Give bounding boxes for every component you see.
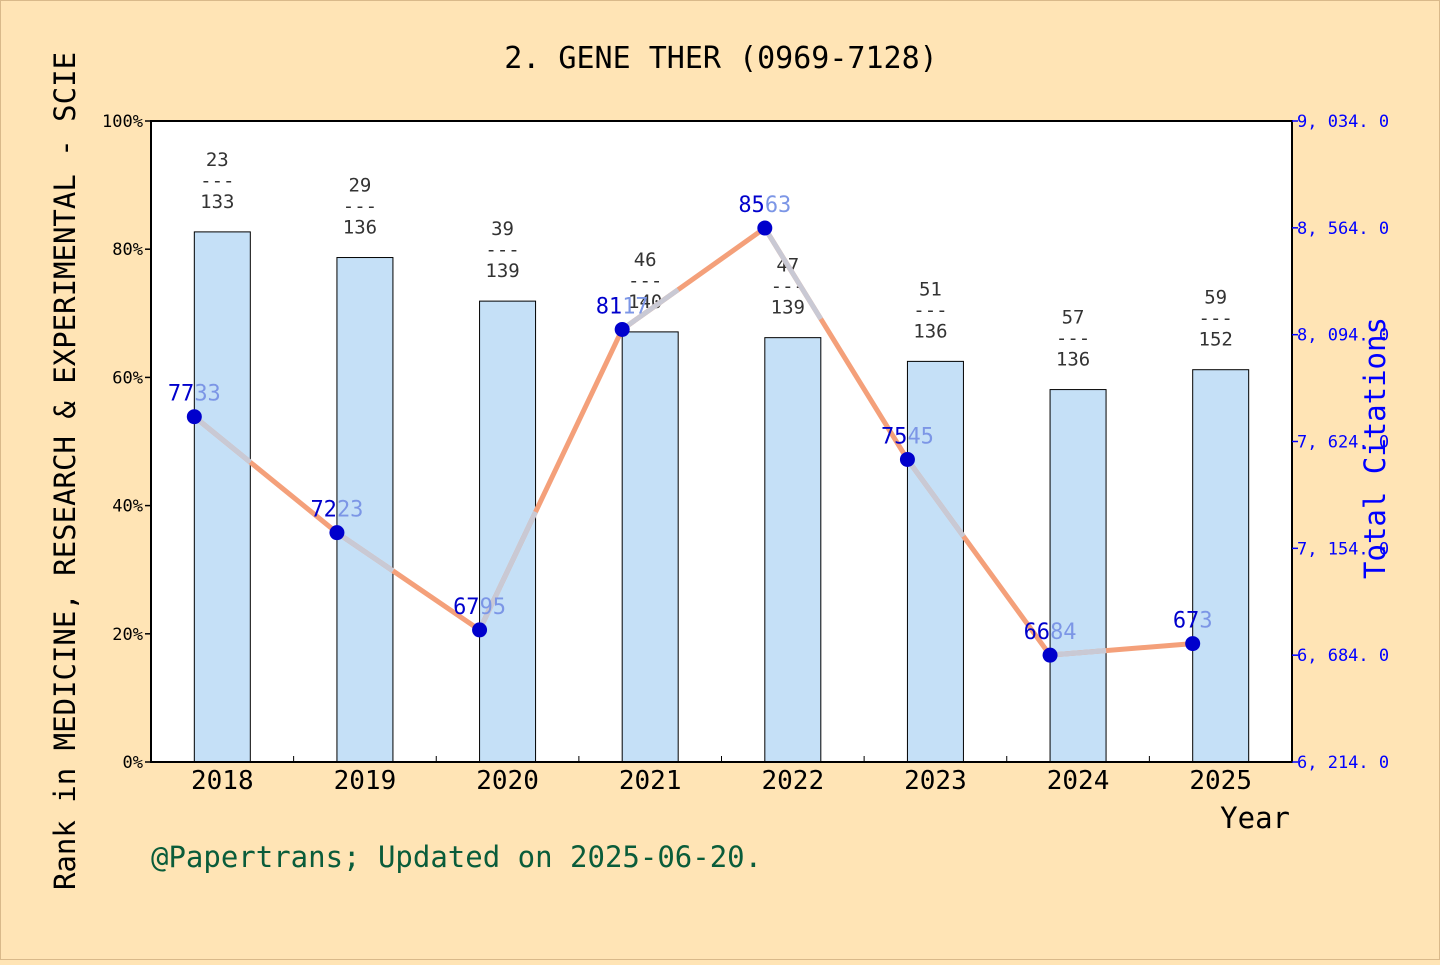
bar-rank-label: 51 (919, 278, 942, 300)
citation-label: 7223 (310, 498, 363, 523)
citation-line-overlap (762, 226, 823, 321)
x-tick-label: 2019 (334, 766, 397, 796)
y-left-tick-label: 20% (112, 625, 143, 645)
y-left-tick-label: 0% (123, 753, 143, 773)
y-right-tick-label: 7, 154. 0 (1297, 539, 1389, 559)
bar-rank-label: 29 (348, 175, 371, 197)
x-tick-label: 2023 (904, 766, 967, 796)
citation-point-2019 (329, 525, 345, 541)
citation-line-overlap (905, 457, 966, 538)
x-tick-label: 2025 (1189, 766, 1252, 796)
bar-rank-label: 46 (634, 249, 657, 271)
plot-area (151, 121, 1292, 762)
y-right-tick-label: 6, 214. 0 (1297, 753, 1389, 773)
bar-total-label: 136 (1056, 349, 1090, 371)
x-tick-label: 2022 (762, 766, 825, 796)
y-axis-right-label: Total Citations (1358, 317, 1392, 579)
x-axis-label: Year (1220, 801, 1290, 835)
bar-2019 (336, 257, 394, 763)
citation-label: 7733 (168, 382, 221, 407)
citation-label: 673 (1173, 609, 1213, 634)
citation-point-2023 (899, 451, 915, 467)
bar-rank-separator: --- (628, 270, 662, 292)
y-left-tick-label: 40% (112, 497, 143, 517)
y-right-tick-label: 9, 034. 0 (1297, 112, 1389, 132)
bar-total-label: 136 (913, 320, 947, 342)
x-tick-label: 2020 (476, 766, 539, 796)
bar-rank-separator: --- (1199, 308, 1233, 330)
bar-rank-separator: --- (1056, 328, 1090, 350)
citation-label: 8117 (596, 294, 649, 319)
citation-label: 6795 (453, 595, 506, 620)
y-left-tick-label: 60% (112, 368, 143, 388)
citation-point-2018 (186, 409, 202, 425)
bar-rank-separator: --- (200, 170, 234, 192)
bar-rank-label: 57 (1062, 307, 1085, 329)
bar-rank-label: 59 (1204, 287, 1227, 309)
citation-line-overlap (1049, 648, 1107, 658)
bar-2023 (906, 360, 964, 763)
bar-2024 (1049, 389, 1107, 763)
chart-title: 2. GENE THER (0969-7128) (504, 41, 937, 76)
y-right-tick-label: 8, 564. 0 (1297, 219, 1389, 239)
bar-total-label: 139 (771, 297, 805, 319)
bar-rank-separator: --- (913, 299, 947, 321)
bar-rank-separator: --- (485, 239, 519, 261)
citation-label: 6684 (1024, 620, 1077, 645)
citation-point-2024 (1042, 647, 1058, 663)
bar-2022 (764, 337, 822, 763)
bar-2025 (1192, 369, 1250, 763)
bar-2018 (193, 231, 251, 763)
y-axis-left-label: Rank in MEDICINE, RESEARCH & EXPERIMENTA… (48, 52, 82, 890)
x-tick-label: 2018 (191, 766, 254, 796)
bar-2021 (621, 331, 679, 763)
citation-point-2022 (757, 220, 773, 236)
footer-note: @Papertrans; Updated on 2025-06-20. (151, 840, 762, 874)
x-tick-label: 2024 (1047, 766, 1110, 796)
citation-point-2025 (1185, 636, 1201, 652)
citation-label: 8563 (738, 193, 791, 218)
bar-rank-label: 23 (206, 149, 229, 171)
citation-point-2020 (472, 622, 488, 638)
y-right-tick-label: 8, 094. 0 (1297, 326, 1389, 346)
citation-line-overlap (192, 414, 252, 465)
y-right-tick-label: 6, 684. 0 (1297, 646, 1389, 666)
citation-line-overlap (620, 287, 680, 332)
bar-rank-separator: --- (343, 196, 377, 218)
y-left-tick-label: 80% (112, 240, 143, 260)
citation-label: 7545 (881, 424, 934, 449)
citation-line-overlap (335, 530, 395, 573)
x-tick-label: 2021 (619, 766, 682, 796)
bar-total-label: 139 (485, 260, 519, 282)
bar-rank-label: 39 (491, 218, 514, 240)
bar-total-label: 152 (1199, 329, 1233, 351)
bar-total-label: 133 (200, 191, 234, 213)
bar-total-label: 136 (343, 217, 377, 239)
y-right-tick-label: 7, 624. 0 (1297, 433, 1389, 453)
y-left-tick-label: 100% (102, 112, 143, 132)
citation-line-overlap (477, 510, 538, 632)
citation-point-2021 (614, 321, 630, 337)
